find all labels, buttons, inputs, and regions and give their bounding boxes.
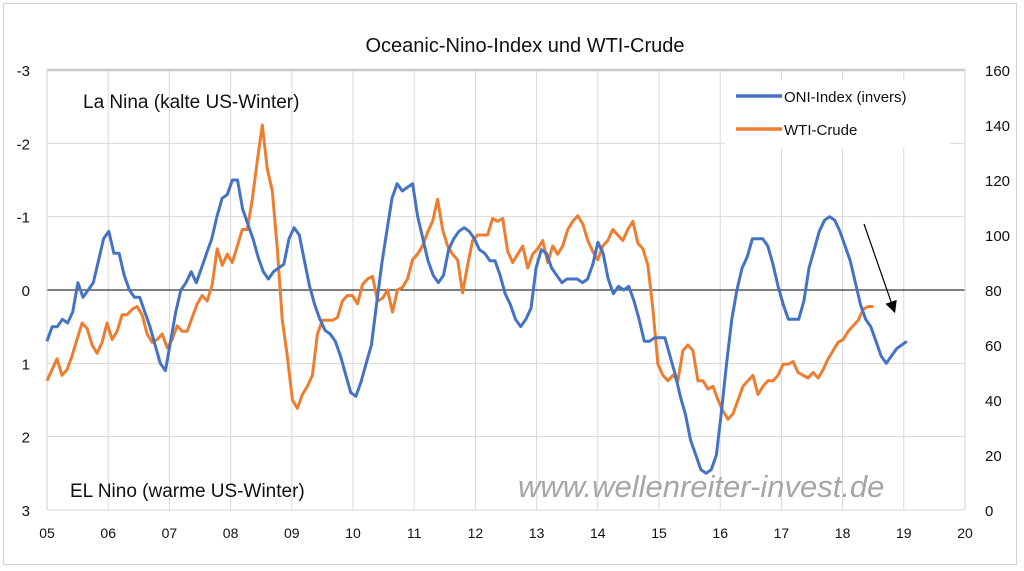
x-tick-label: 07 (162, 525, 178, 541)
y-right-tick-label: 40 (985, 393, 1002, 410)
y-right-tick-label: 80 (985, 283, 1002, 300)
legend-label-oni: ONI-Index (invers) (784, 89, 907, 106)
x-tick-label: 15 (651, 525, 667, 541)
y-left-tick-label: 0 (22, 283, 30, 300)
x-tick-label: 06 (100, 525, 116, 541)
watermark: www.wellenreiter-invest.de (518, 469, 884, 504)
y-right-tick-label: 100 (985, 228, 1010, 245)
x-tick-label: 11 (407, 525, 422, 541)
y-right-tick-label: 20 (985, 448, 1002, 465)
legend-label-wti: WTI-Crude (784, 122, 857, 139)
legend: ONI-Index (invers) WTI-Crude (725, 80, 950, 148)
x-tick-label: 09 (284, 525, 300, 541)
x-tick-label: 18 (835, 525, 851, 541)
annotation-la-nina: La Nina (kalte US-Winter) (83, 92, 299, 113)
oni-series-line (45, 178, 908, 475)
y-right-tick-label: 60 (985, 338, 1002, 355)
x-tick-label: 17 (774, 525, 790, 541)
y-left-tick-label: 1 (22, 356, 30, 373)
x-tick-label: 08 (223, 525, 239, 541)
x-tick-label: 13 (529, 525, 545, 541)
x-tick-label: 19 (896, 525, 912, 541)
y-right-tick-label: 0 (985, 503, 993, 520)
y-right-tick-label: 140 (985, 118, 1010, 135)
trend-arrow-icon (863, 223, 897, 314)
x-tick-label: 14 (590, 525, 606, 541)
x-tick-label: 20 (957, 525, 973, 541)
y-right-tick-label: 160 (985, 63, 1010, 80)
y-left-tick-label: 3 (22, 503, 30, 520)
x-tick-label: 05 (39, 525, 55, 541)
wti-series-line (45, 123, 874, 421)
chart-frame (3, 3, 1017, 565)
y-right-tick-label: 120 (985, 173, 1010, 190)
chart-title: Oceanic-Nino-Index und WTI-Crude (365, 35, 684, 57)
y-left-tick-label: -1 (17, 210, 30, 227)
x-tick-label: 16 (712, 525, 728, 541)
x-tick-label: 10 (345, 525, 361, 541)
annotation-el-nino: EL Nino (warme US-Winter) (70, 481, 305, 502)
y-left-tick-label: -2 (17, 136, 30, 153)
y-left-tick-label: 2 (22, 430, 30, 447)
y-left-tick-label: -3 (17, 63, 30, 80)
x-tick-label: 12 (468, 525, 484, 541)
